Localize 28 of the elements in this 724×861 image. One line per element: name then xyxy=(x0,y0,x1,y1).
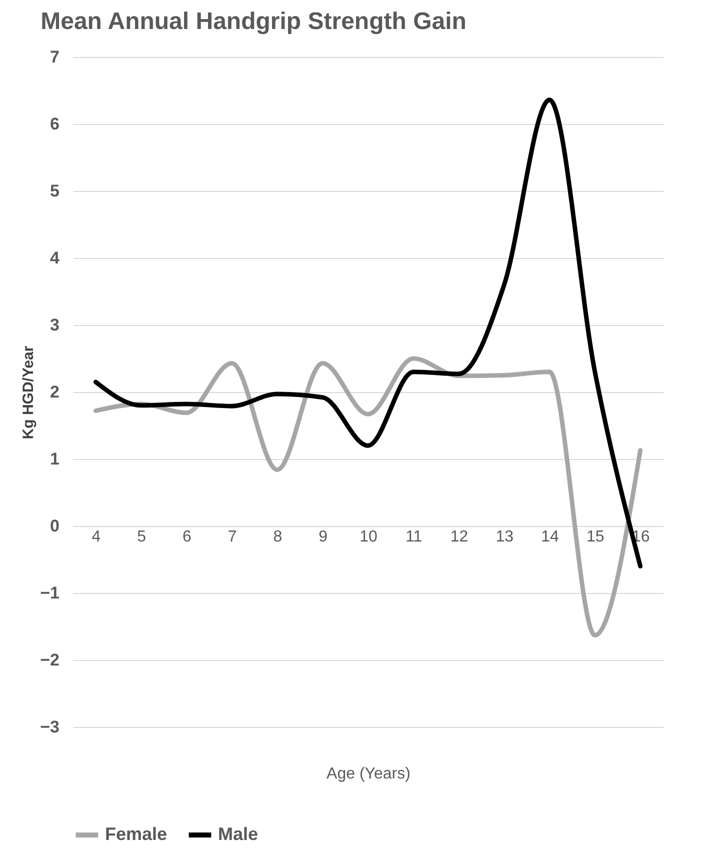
y-tick-label: 4 xyxy=(50,248,60,268)
x-tick-label: 4 xyxy=(92,528,101,546)
x-tick-label: 8 xyxy=(273,528,282,546)
y-tick-label: 3 xyxy=(50,316,60,334)
y-axis-title: Kg HGD/Year xyxy=(20,346,38,440)
x-tick-label: 11 xyxy=(406,528,422,546)
x-tick-label: 7 xyxy=(228,528,237,546)
y-tick-label: 1 xyxy=(50,450,60,468)
x-tick-label: 12 xyxy=(450,528,468,546)
x-tick-label: 5 xyxy=(137,528,146,546)
y-tick-label: 5 xyxy=(50,182,60,200)
x-tick-label: 13 xyxy=(496,528,514,546)
y-tick-label: −1 xyxy=(40,584,60,602)
x-tick-label: 14 xyxy=(541,528,560,546)
x-axis-title: Age (Years) xyxy=(326,766,410,782)
y-tick-label: −3 xyxy=(40,718,60,736)
x-tick-label: 6 xyxy=(182,528,192,546)
legend-label: Male xyxy=(218,824,258,844)
legend-label: Female xyxy=(105,824,168,844)
y-tick-label: 0 xyxy=(50,516,60,536)
y-tick-label: 2 xyxy=(50,382,60,402)
x-tick-label: 9 xyxy=(318,528,328,546)
chart-title: Mean Annual Handgrip Strength Gain xyxy=(40,8,466,35)
x-tick-label: 10 xyxy=(360,528,378,546)
y-tick-label: 7 xyxy=(50,48,60,66)
y-tick-label: −2 xyxy=(40,650,60,670)
y-tick-label: 6 xyxy=(50,114,60,134)
x-tick-label: 15 xyxy=(586,528,604,546)
